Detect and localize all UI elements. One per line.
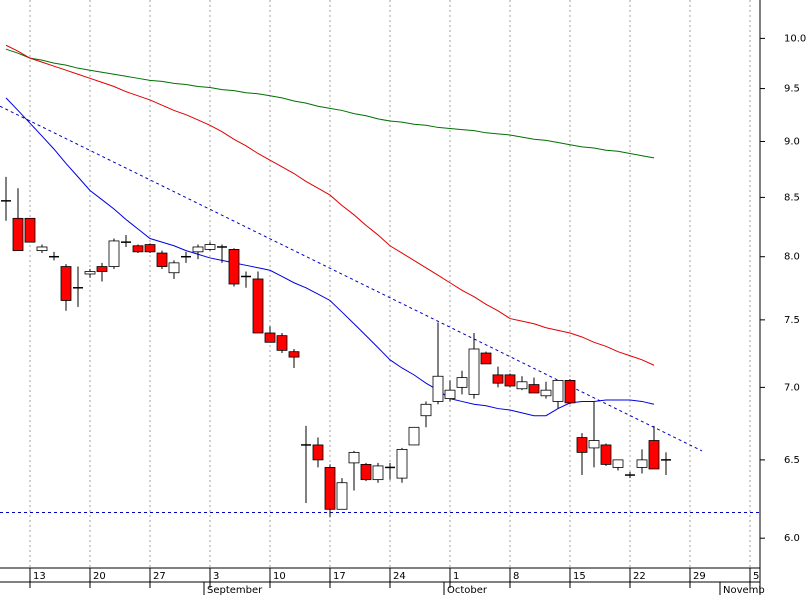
month-label: October	[447, 585, 488, 595]
y-tick-label: 6.0	[784, 533, 800, 544]
candle-body	[480, 352, 492, 365]
x-tick-label: 8	[513, 571, 519, 582]
candle-body	[168, 262, 180, 274]
x-tick-label: 13	[33, 571, 46, 582]
candle-body	[324, 467, 336, 510]
x-tick-label: 1	[453, 571, 459, 582]
candle-body	[372, 465, 384, 481]
candle-body	[612, 459, 624, 468]
candle-body	[648, 440, 660, 470]
candle-body	[516, 381, 528, 390]
x-tick-label: 22	[633, 571, 646, 582]
candle-body	[456, 377, 468, 388]
candle-body	[156, 252, 168, 267]
candle-body	[432, 375, 444, 402]
candle-body	[204, 244, 216, 250]
y-tick-label: 7.5	[784, 315, 800, 326]
candle-body	[420, 403, 432, 417]
candle-body	[528, 384, 540, 394]
candle-body	[468, 348, 480, 395]
candle-body	[132, 245, 144, 253]
candle-body	[252, 278, 264, 334]
candle-body	[600, 444, 612, 465]
candle-body	[60, 266, 72, 301]
y-tick-label: 9.5	[784, 84, 800, 95]
candle-body	[192, 246, 204, 253]
candle-body	[636, 459, 648, 468]
y-tick-label: 8.5	[784, 192, 800, 203]
candle-body	[264, 332, 276, 343]
candle-body	[504, 374, 516, 387]
candle-body	[24, 217, 36, 243]
x-tick-label: 15	[573, 571, 586, 582]
candle-body	[360, 464, 372, 481]
y-tick-label: 10.0	[784, 33, 806, 44]
candle-body	[588, 440, 600, 449]
y-tick-label: 7.0	[784, 382, 800, 393]
month-label: Novemb	[723, 585, 765, 595]
candle-body	[444, 389, 456, 400]
y-tick-label: 8.0	[784, 252, 800, 263]
x-tick-label: 17	[333, 571, 346, 582]
moving-average-line	[5, 97, 655, 417]
candle-body	[408, 426, 420, 446]
candle-body	[348, 451, 360, 464]
x-tick-label: 27	[153, 571, 166, 582]
candle-body	[336, 482, 348, 510]
candle-body	[576, 437, 588, 453]
candle-body	[276, 335, 288, 351]
candle-body	[492, 374, 504, 384]
candle-body	[108, 240, 120, 267]
y-tick-label: 6.5	[784, 455, 800, 466]
candle-body	[396, 448, 408, 479]
x-tick-label: 10	[273, 571, 286, 582]
moving-average-line	[5, 44, 655, 366]
candle-body	[312, 444, 324, 461]
candle-body	[96, 266, 108, 272]
candle-body	[228, 249, 240, 285]
candle-body	[36, 246, 48, 252]
candle-body	[552, 380, 564, 402]
candle-body	[564, 380, 576, 404]
month-label: September	[207, 585, 263, 595]
candle-body	[288, 351, 300, 358]
candle-body	[84, 271, 96, 275]
candle-body	[144, 244, 156, 253]
candle-body	[12, 217, 24, 252]
x-tick-label: 20	[93, 571, 106, 582]
trend-line	[0, 105, 703, 452]
candle-body	[540, 389, 552, 397]
x-tick-label: 29	[693, 571, 706, 582]
x-tick-label: 3	[213, 571, 219, 582]
x-tick-label: 24	[393, 571, 406, 582]
moving-average-line	[5, 48, 655, 159]
x-tick-label: 5	[753, 571, 759, 582]
y-tick-label: 9.0	[784, 136, 800, 147]
